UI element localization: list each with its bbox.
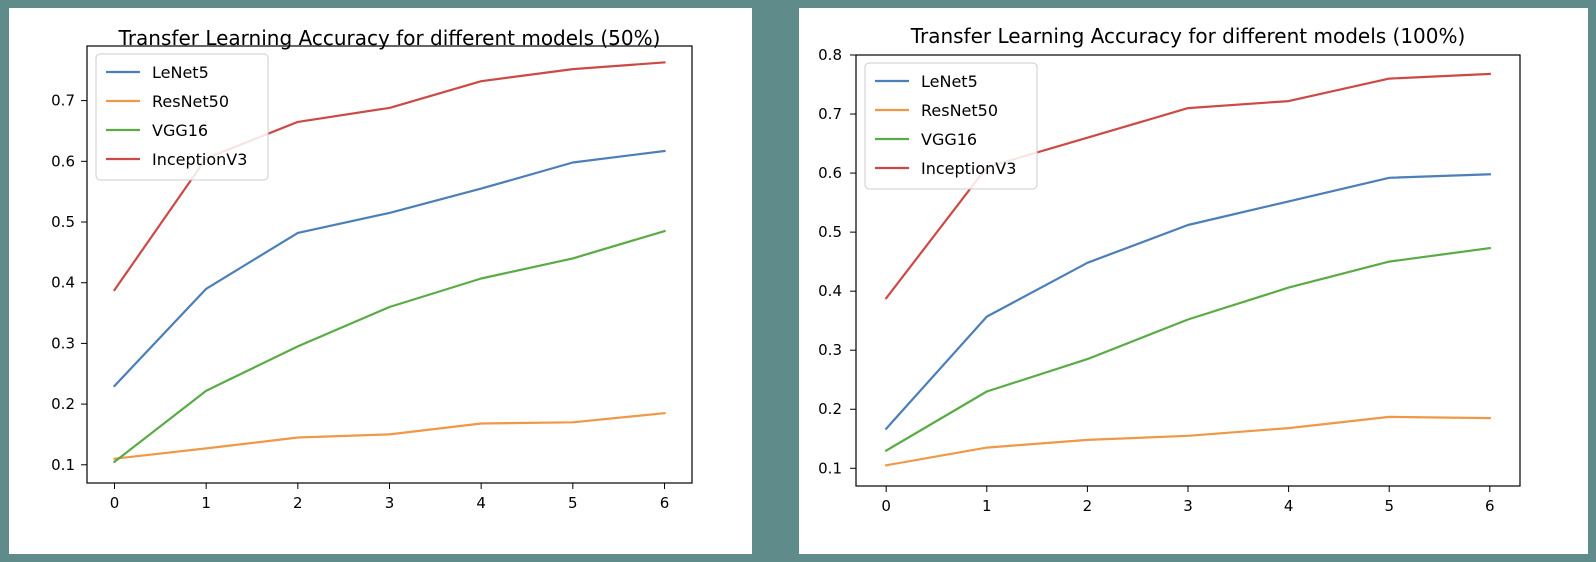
x-tick-label: 2 xyxy=(1083,497,1093,515)
y-tick-label: 0.7 xyxy=(51,92,75,110)
series-line-lenet5 xyxy=(112,149,666,388)
x-tick-label: 1 xyxy=(982,497,992,515)
y-tick-label: 0.2 xyxy=(51,395,75,413)
y-tick-label: 0.3 xyxy=(51,334,75,352)
y-tick-label: 0.1 xyxy=(818,459,842,477)
y-tick-label: 0.6 xyxy=(818,164,842,182)
y-tick-label: 0.8 xyxy=(818,46,842,64)
legend-label-vgg16: VGG16 xyxy=(921,130,977,149)
series-line-resnet50 xyxy=(884,415,1491,467)
y-tick-label: 0.5 xyxy=(51,213,75,231)
legend-label-resnet50: ResNet50 xyxy=(921,101,998,120)
y-tick-label: 0.7 xyxy=(818,105,842,123)
y-tick-label: 0.1 xyxy=(51,456,75,474)
x-tick-label: 5 xyxy=(1384,497,1394,515)
series-line-vgg16 xyxy=(884,246,1492,453)
x-tick-label: 2 xyxy=(293,494,303,512)
chart-100: Transfer Learning Accuracy for different… xyxy=(818,24,1521,515)
y-tick-label: 0.6 xyxy=(51,152,75,170)
chart-panel-50: Transfer Learning Accuracy for different… xyxy=(9,8,752,554)
series-line-vgg16 xyxy=(112,229,666,464)
x-tick-label: 6 xyxy=(660,494,670,512)
legend-label-resnet50: ResNet50 xyxy=(152,92,229,111)
x-tick-label: 3 xyxy=(1183,497,1193,515)
x-tick-label: 3 xyxy=(385,494,395,512)
x-tick-label: 1 xyxy=(201,494,211,512)
x-tick-label: 4 xyxy=(1284,497,1294,515)
series-line-lenet5 xyxy=(884,173,1491,431)
x-tick-label: 4 xyxy=(476,494,486,512)
x-tick-label: 6 xyxy=(1485,497,1495,515)
y-tick-label: 0.4 xyxy=(51,274,75,292)
legend-label-inceptionv3: InceptionV3 xyxy=(921,159,1016,178)
legend-box xyxy=(864,62,1038,190)
series-line-resnet50 xyxy=(113,411,666,460)
legend-label-lenet5: LeNet5 xyxy=(921,72,978,91)
x-tick-label: 5 xyxy=(568,494,578,512)
legend: LeNet5 ResNet50 VGG16 InceptionV3 xyxy=(864,62,1038,190)
legend-box xyxy=(95,53,269,181)
legend-label-lenet5: LeNet5 xyxy=(152,63,209,82)
chart-title: Transfer Learning Accuracy for different… xyxy=(910,24,1466,48)
legend-label-inceptionv3: InceptionV3 xyxy=(152,150,247,169)
legend: LeNet5 ResNet50 VGG16 InceptionV3 xyxy=(95,53,269,181)
chart-panel-100: Transfer Learning Accuracy for different… xyxy=(799,8,1588,554)
chart-50: Transfer Learning Accuracy for different… xyxy=(51,26,693,512)
y-tick-label: 0.2 xyxy=(818,400,842,418)
legend-label-vgg16: VGG16 xyxy=(152,121,208,140)
x-tick-label: 0 xyxy=(881,497,891,515)
x-tick-label: 0 xyxy=(110,494,120,512)
y-tick-label: 0.4 xyxy=(818,282,842,300)
y-tick-label: 0.3 xyxy=(818,341,842,359)
y-tick-label: 0.5 xyxy=(818,223,842,241)
